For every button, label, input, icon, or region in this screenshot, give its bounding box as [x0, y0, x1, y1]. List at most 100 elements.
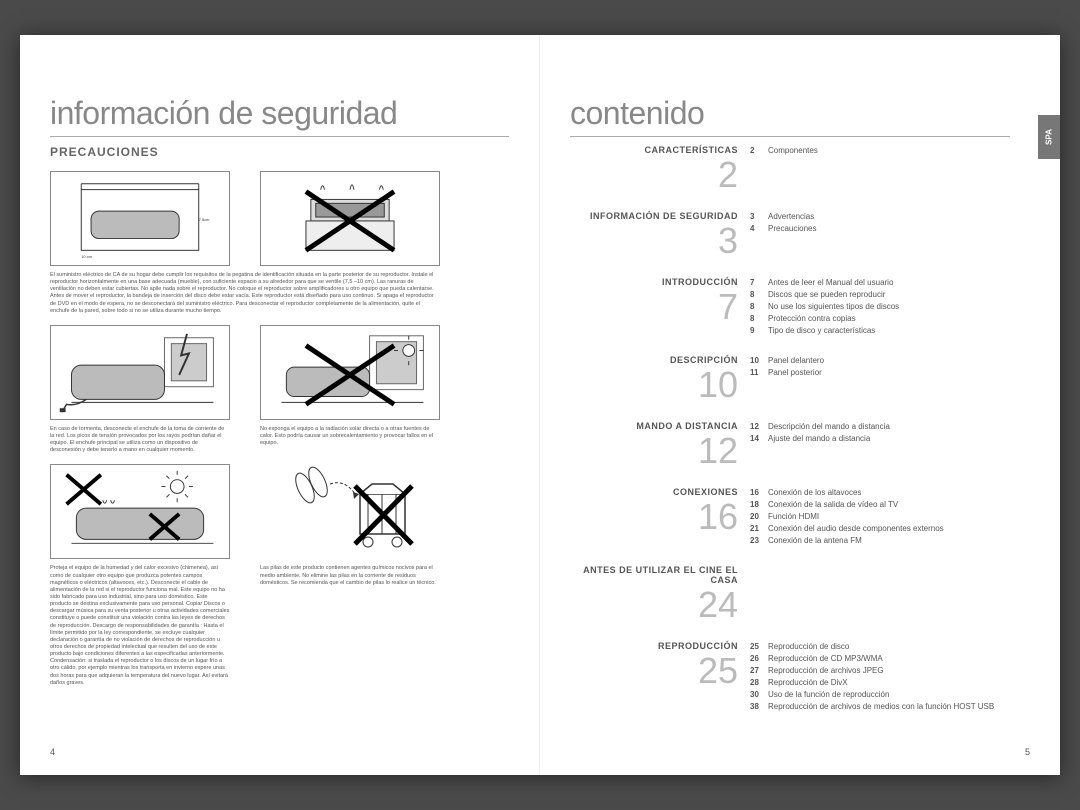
caption-1: El suministro eléctrico de CA de su hoga… — [50, 272, 440, 315]
toc-heading: ANTES DE UTILIZAR EL CINE EL CASA — [570, 565, 738, 585]
toc-item: 26Reproducción de CD MP3/WMA — [750, 653, 1010, 665]
toc-section-left: DESCRIPCIÓN10 — [570, 355, 750, 403]
toc-item: 11Panel posterior — [750, 367, 1010, 379]
toc-item-page: 11 — [750, 367, 768, 379]
toc-item: 8Protección contra copias — [750, 313, 1010, 325]
illus-row-1: 7.5cm 10 cm — [50, 171, 509, 266]
toc-item-page: 9 — [750, 325, 768, 337]
toc-item-label: Conexión de los altavoces — [768, 487, 1010, 499]
toc-section-left: INFORMACIÓN DE SEGURIDAD3 — [570, 211, 750, 259]
toc-item-label: Antes de leer el Manual del usuario — [768, 277, 1010, 289]
caption-3b: Las pilas de este producto contienen age… — [260, 565, 440, 686]
toc-bignum: 7 — [570, 289, 738, 325]
caption-2a: En caso de tormenta, desconecte el enchu… — [50, 426, 230, 455]
toc-section-left: ANTES DE UTILIZAR EL CINE EL CASA24 — [570, 565, 750, 623]
toc-item: 8Discos que se pueden reproducir — [750, 289, 1010, 301]
caption-3a: Proteja el equipo de la humedad y del ca… — [50, 565, 230, 686]
toc-item-label: Componentes — [768, 145, 1010, 157]
toc-item-label: Reproducción de CD MP3/WMA — [768, 653, 1010, 665]
caption-row-3: Proteja el equipo de la humedad y del ca… — [50, 565, 509, 696]
toc-heading: INFORMACIÓN DE SEGURIDAD — [570, 211, 738, 221]
toc-section-right: 2Componentes — [750, 145, 1010, 193]
toc-section-right: 7Antes de leer el Manual del usuario8Dis… — [750, 277, 1010, 337]
illus-no-sun — [260, 325, 440, 420]
toc-section: REPRODUCCIÓN2525Reproducción de disco26R… — [570, 641, 1010, 713]
toc-item-page: 3 — [750, 211, 768, 223]
left-title: información de seguridad — [50, 95, 509, 137]
table-of-contents: CARACTERÍSTICAS22Componentes INFORMACIÓN … — [570, 145, 1010, 713]
toc-item: 3Advertencias — [750, 211, 1010, 223]
illus-row-2 — [50, 325, 509, 420]
toc-section: DESCRIPCIÓN1010Panel delantero11Panel po… — [570, 355, 1010, 403]
toc-item-label: Conexión de la antena FM — [768, 535, 1010, 547]
toc-item-label: Reproducción de disco — [768, 641, 1010, 653]
toc-item: 14Ajuste del mando a distancia — [750, 433, 1010, 445]
page-spread: información de seguridad PRECAUCIONES 7.… — [20, 35, 1060, 775]
illus-storm — [50, 325, 230, 420]
toc-item-label: Advertencias — [768, 211, 1010, 223]
toc-section-left: CONEXIONES16 — [570, 487, 750, 547]
toc-item: 23Conexión de la antena FM — [750, 535, 1010, 547]
toc-item-page: 10 — [750, 355, 768, 367]
toc-item: 20Función HDMI — [750, 511, 1010, 523]
left-subtitle: PRECAUCIONES — [50, 145, 509, 159]
caption-row-2: En caso de tormenta, desconecte el enchu… — [50, 426, 509, 465]
toc-item-page: 8 — [750, 289, 768, 301]
toc-item-page: 26 — [750, 653, 768, 665]
toc-item-label: Uso de la función de reproducción — [768, 689, 1010, 701]
toc-item-label: Panel delantero — [768, 355, 1010, 367]
toc-item-page: 27 — [750, 665, 768, 677]
toc-item-page: 14 — [750, 433, 768, 445]
toc-item: 4Precauciones — [750, 223, 1010, 235]
illus-battery-disposal — [260, 464, 440, 559]
toc-section-right: 12Descripción del mando a distancia14Aju… — [750, 421, 1010, 469]
toc-item: 30Uso de la función de reproducción — [750, 689, 1010, 701]
toc-section: MANDO A DISTANCIA1212Descripción del man… — [570, 421, 1010, 469]
illus-no-moisture — [50, 464, 230, 559]
page-number-right: 5 — [1025, 747, 1030, 757]
toc-item-page: 38 — [750, 701, 768, 713]
left-page: información de seguridad PRECAUCIONES 7.… — [20, 35, 540, 775]
toc-item-page: 28 — [750, 677, 768, 689]
toc-item-label: Discos que se pueden reproducir — [768, 289, 1010, 301]
toc-bignum: 25 — [570, 653, 738, 689]
toc-item: 38Reproducción de archivos de medios con… — [750, 701, 1010, 713]
toc-item-page: 21 — [750, 523, 768, 535]
toc-bignum: 24 — [570, 587, 738, 623]
toc-item-label: Tipo de disco y características — [768, 325, 1010, 337]
toc-section: CARACTERÍSTICAS22Componentes — [570, 145, 1010, 193]
svg-text:7.5cm: 7.5cm — [199, 217, 210, 222]
toc-item-label: Conexión de la salida de vídeo al TV — [768, 499, 1010, 511]
toc-item: 25Reproducción de disco — [750, 641, 1010, 653]
toc-section-right: 16Conexión de los altavoces18Conexión de… — [750, 487, 1010, 547]
language-tab: SPA — [1038, 115, 1060, 159]
toc-heading: CARACTERÍSTICAS — [570, 145, 738, 155]
toc-item-page: 18 — [750, 499, 768, 511]
toc-item: 7Antes de leer el Manual del usuario — [750, 277, 1010, 289]
toc-item-page: 30 — [750, 689, 768, 701]
toc-bignum: 16 — [570, 499, 738, 535]
toc-item-label: Conexión del audio desde componentes ext… — [768, 523, 1010, 535]
toc-section-left: REPRODUCCIÓN25 — [570, 641, 750, 713]
toc-item: 2Componentes — [750, 145, 1010, 157]
toc-heading: INTRODUCCIÓN — [570, 277, 738, 287]
toc-item: 12Descripción del mando a distancia — [750, 421, 1010, 433]
toc-item-label: Función HDMI — [768, 511, 1010, 523]
toc-item: 28Reproducción de DivX — [750, 677, 1010, 689]
toc-section-left: INTRODUCCIÓN 7 — [570, 277, 750, 337]
toc-item: 27Reproducción de archivos JPEG — [750, 665, 1010, 677]
toc-section-left: CARACTERÍSTICAS2 — [570, 145, 750, 193]
illus-no-stack — [260, 171, 440, 266]
toc-item-label: Precauciones — [768, 223, 1010, 235]
toc-bignum: 10 — [570, 367, 738, 403]
illus-ventilation: 7.5cm 10 cm — [50, 171, 230, 266]
toc-item: 8No use los siguientes tipos de discos — [750, 301, 1010, 313]
toc-item-page: 4 — [750, 223, 768, 235]
toc-item: 16Conexión de los altavoces — [750, 487, 1010, 499]
toc-item-label: Ajuste del mando a distancia — [768, 433, 1010, 445]
toc-item-page: 8 — [750, 313, 768, 325]
toc-item: 10Panel delantero — [750, 355, 1010, 367]
right-page: SPA contenido CARACTERÍSTICAS22Component… — [540, 35, 1060, 775]
caption-2b: No exponga el equipo a la radiación sola… — [260, 426, 440, 455]
svg-text:10 cm: 10 cm — [81, 254, 92, 259]
